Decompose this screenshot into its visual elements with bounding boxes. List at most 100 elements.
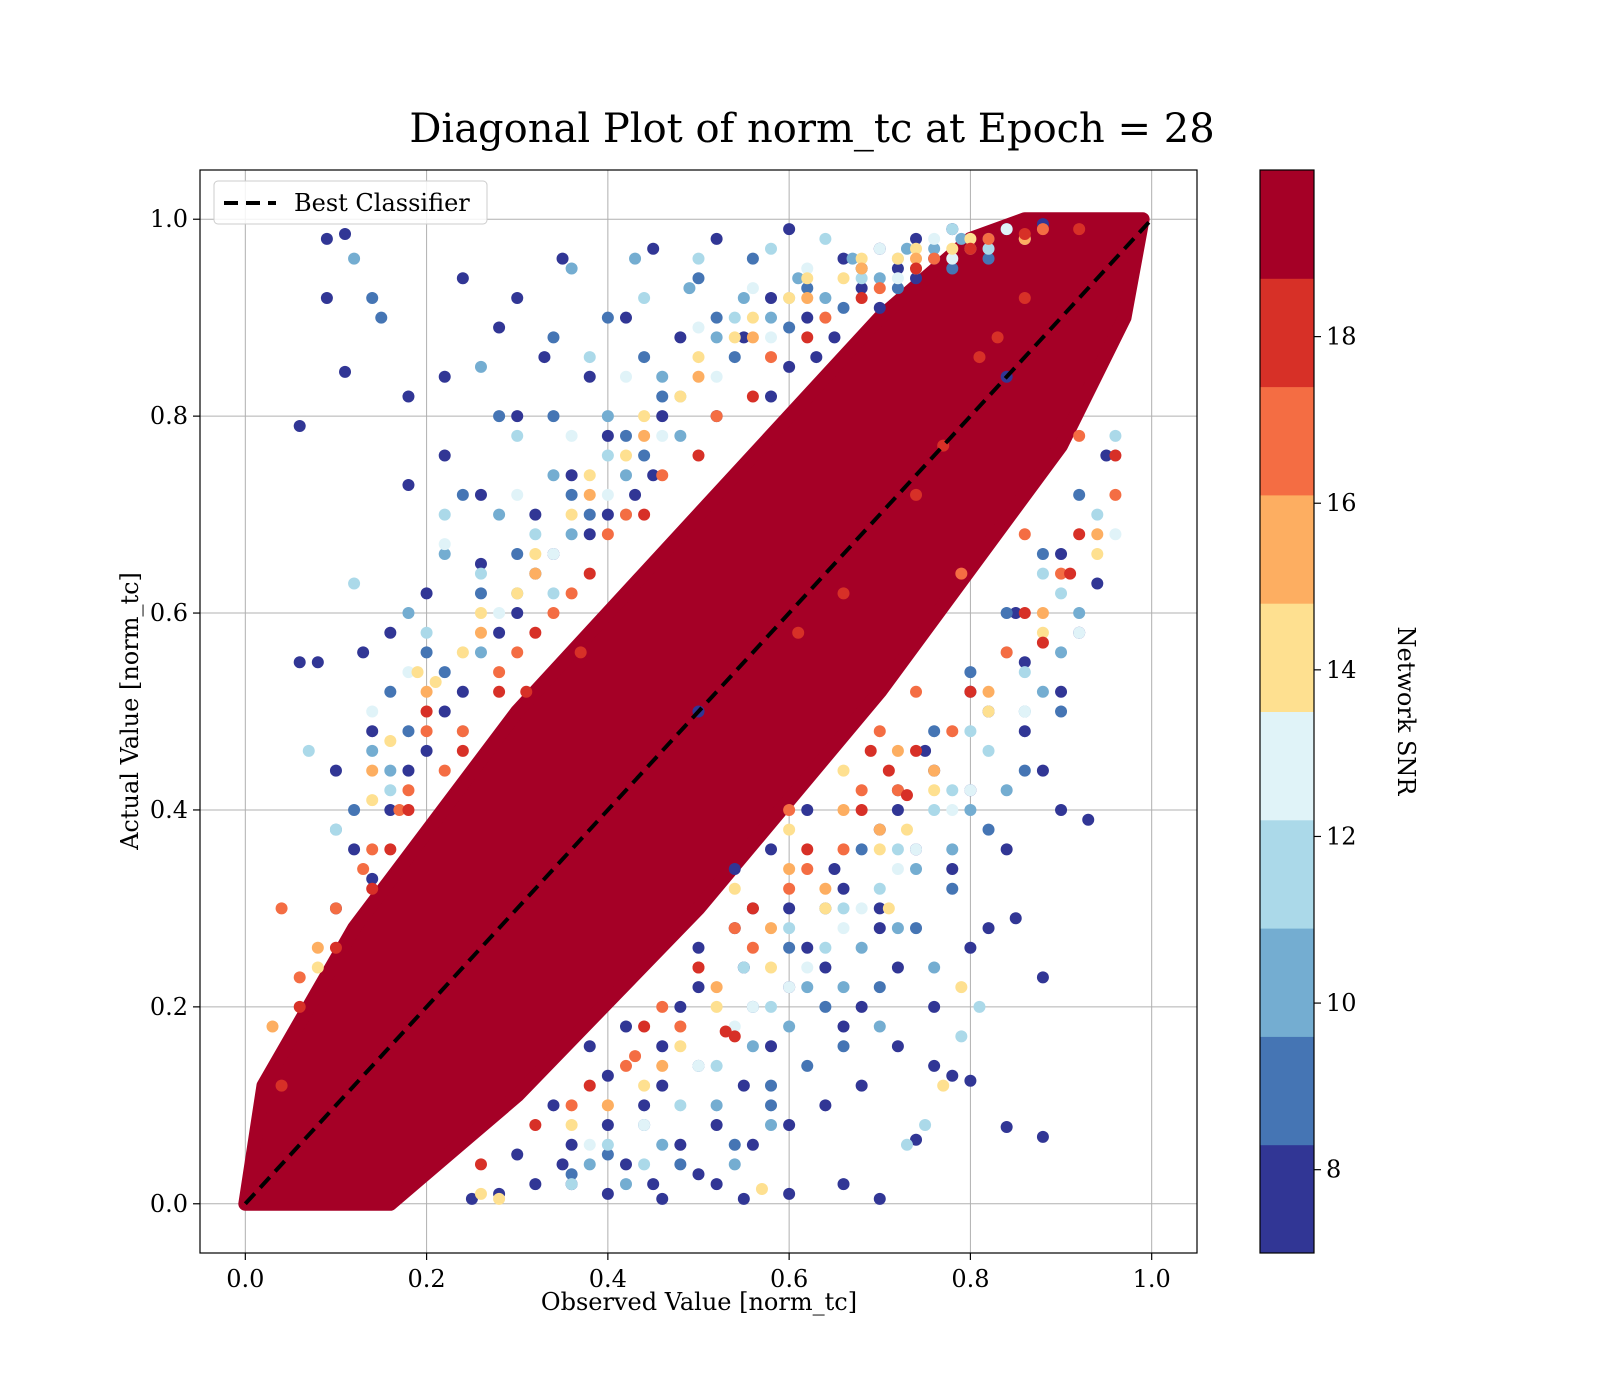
scatter-point <box>656 390 669 403</box>
scatter-point <box>946 863 959 876</box>
scatter-point <box>746 282 759 295</box>
scatter-point <box>601 311 614 324</box>
scatter-point <box>638 429 651 442</box>
scatter-point <box>348 252 361 265</box>
scatter-point <box>964 803 977 816</box>
scatter-point <box>1073 429 1086 442</box>
scatter-point <box>366 794 379 807</box>
scatter-point <box>783 823 796 836</box>
scatter-point <box>891 262 904 275</box>
scatter-point <box>474 360 487 373</box>
scatter-point <box>692 321 705 334</box>
scatter-point <box>601 488 614 501</box>
scatter-point <box>873 882 886 895</box>
scatter-point <box>619 429 632 442</box>
scatter-point <box>710 331 723 344</box>
scatter-point <box>964 1074 977 1087</box>
scatter-point <box>329 764 342 777</box>
scatter-point <box>1009 607 1022 620</box>
scatter-point <box>873 843 886 856</box>
y-tick-label: 0.0 <box>150 1190 188 1218</box>
scatter-point <box>266 1020 279 1033</box>
scatter-point <box>692 1059 705 1072</box>
scatter-point <box>674 331 687 344</box>
scatter-point <box>928 784 941 797</box>
scatter-point <box>855 252 868 265</box>
scatter-point <box>493 607 506 620</box>
scatter-point <box>692 961 705 974</box>
scatter-point <box>547 607 560 620</box>
scatter-point <box>302 744 315 757</box>
scatter-point <box>1009 912 1022 925</box>
scatter-point <box>837 922 850 935</box>
scatter-point <box>801 843 814 856</box>
scatter-point <box>674 1138 687 1151</box>
scatter-point <box>783 1020 796 1033</box>
scatter-point <box>474 646 487 659</box>
scatter-point <box>891 961 904 974</box>
scatter-point <box>891 922 904 935</box>
scatter-point <box>438 508 451 521</box>
scatter-point <box>873 902 886 915</box>
scatter-point <box>783 863 796 876</box>
scatter-point <box>928 232 941 245</box>
scatter-point <box>928 725 941 738</box>
scatter-point <box>964 232 977 245</box>
scatter-point <box>638 1119 651 1132</box>
scatter-point <box>438 538 451 551</box>
scatter-point <box>900 823 913 836</box>
scatter-point <box>647 1178 660 1191</box>
scatter-point <box>910 922 923 935</box>
scatter-point <box>783 1119 796 1132</box>
scatter-point <box>529 1119 542 1132</box>
scatter-point <box>1018 607 1031 620</box>
scatter-point <box>801 941 814 954</box>
scatter-point <box>1055 646 1068 659</box>
scatter-point <box>946 1069 959 1082</box>
scatter-point <box>837 902 850 915</box>
scatter-point <box>837 882 850 895</box>
scatter-point <box>638 351 651 364</box>
scatter-point <box>783 291 796 304</box>
scatter-point <box>357 863 370 876</box>
scatter-point <box>402 479 415 492</box>
scatter-point <box>783 922 796 935</box>
colorbar-level <box>1260 711 1314 821</box>
scatter-point <box>619 508 632 521</box>
scatter-point <box>366 291 379 304</box>
scatter-point <box>420 626 433 639</box>
scatter-point <box>1055 587 1068 600</box>
scatter-point <box>873 725 886 738</box>
scatter-point <box>511 410 524 423</box>
colorbar-level <box>1260 819 1314 929</box>
scatter-point <box>329 941 342 954</box>
scatter-point <box>366 744 379 757</box>
scatter-point <box>565 528 578 541</box>
scatter-point <box>529 1178 542 1191</box>
scatter-point <box>801 981 814 994</box>
scatter-point <box>737 1192 750 1205</box>
scatter-point <box>801 863 814 876</box>
scatter-point <box>964 941 977 954</box>
scatter-point <box>547 587 560 600</box>
scatter-point <box>638 1099 651 1112</box>
scatter-point <box>819 291 832 304</box>
scatter-point <box>474 1158 487 1171</box>
scatter-point <box>937 1079 950 1092</box>
scatter-point <box>629 1050 642 1063</box>
scatter-point <box>601 429 614 442</box>
scatter-point <box>765 922 778 935</box>
scatter-point <box>728 1030 741 1043</box>
scatter-point <box>710 370 723 383</box>
scatter-point <box>982 823 995 836</box>
scatter-point <box>1082 813 1095 826</box>
scatter-point <box>837 803 850 816</box>
scatter-point <box>420 725 433 738</box>
scatter-point <box>474 1187 487 1200</box>
scatter-point <box>882 902 895 915</box>
scatter-point <box>493 626 506 639</box>
x-tick-label: 0.0 <box>226 1265 264 1293</box>
scatter-point <box>565 508 578 521</box>
scatter-point <box>783 981 796 994</box>
scatter-point <box>746 252 759 265</box>
